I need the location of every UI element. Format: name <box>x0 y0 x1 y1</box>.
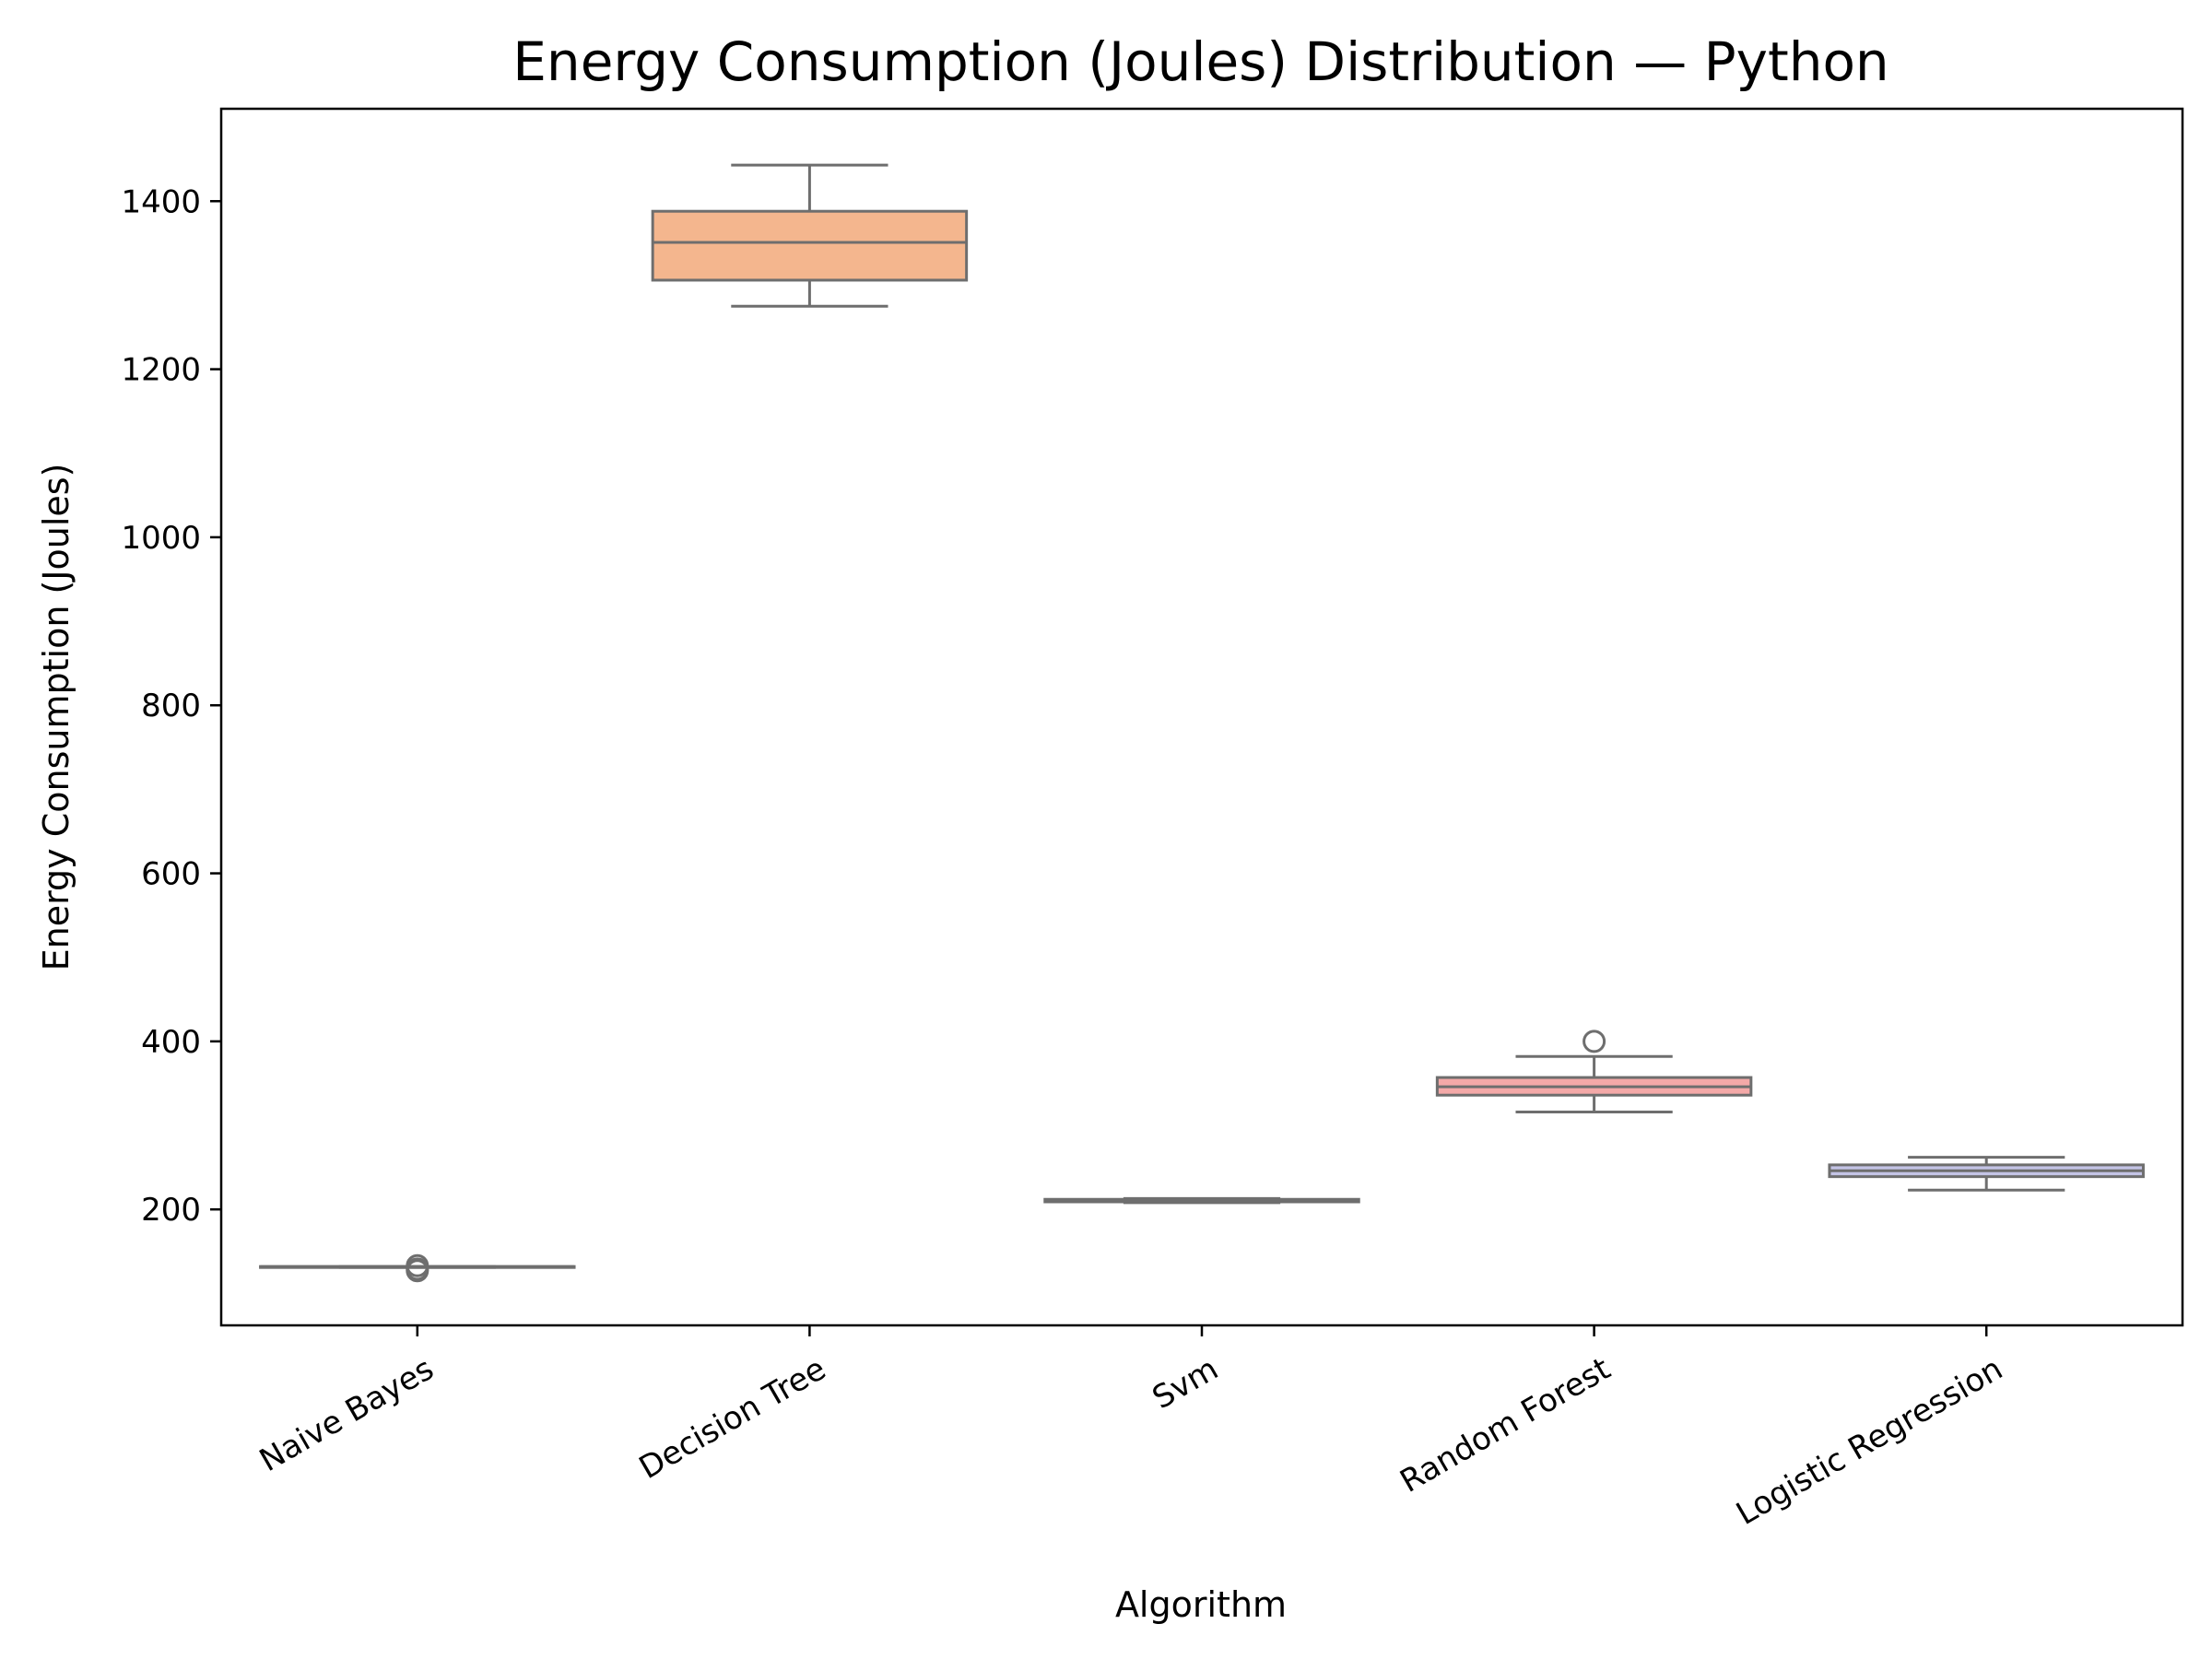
x-axis: Naive Bayes Decision Tree Svm Random Forest… <box>253 1325 2009 1533</box>
x-tick-label: Logistic Regression <box>1730 1350 2008 1533</box>
plot-frame <box>219 107 2184 1327</box>
x-tick-label: Svm <box>1147 1350 1225 1417</box>
y-tick-label: 600 <box>141 856 201 893</box>
x-tick-label: Naive Bayes <box>253 1350 440 1479</box>
box-series <box>259 163 2145 1283</box>
y-tick-label: 1400 <box>121 183 201 220</box>
box-group <box>1435 1030 1753 1113</box>
box-body <box>651 209 969 282</box>
chart-title: Energy Consumption (Joules) Distribution… <box>512 30 1888 93</box>
x-tick-label: Random Forest <box>1394 1350 1617 1500</box>
y-tick-label: 800 <box>141 688 201 724</box>
y-tick-label: 400 <box>141 1024 201 1061</box>
y-tick-label: 200 <box>141 1192 201 1229</box>
y-tick-label: 1200 <box>121 352 201 389</box>
y-tick-label: 1000 <box>121 520 201 557</box>
box-group <box>1043 1196 1360 1205</box>
x-tick-label: Decision Tree <box>633 1350 832 1487</box>
box-group <box>259 1253 576 1283</box>
y-axis-label: Energy Consumption (Joules) <box>36 464 76 971</box>
box-group <box>1828 1156 2145 1192</box>
y-axis: 200 400 600 800 1000 1200 1400 <box>121 183 221 1229</box>
outlier-point <box>1583 1030 1606 1053</box>
x-axis-label: Algorithm <box>1115 1584 1287 1625</box>
outlier-point <box>406 1253 429 1277</box>
box-group <box>651 163 969 308</box>
